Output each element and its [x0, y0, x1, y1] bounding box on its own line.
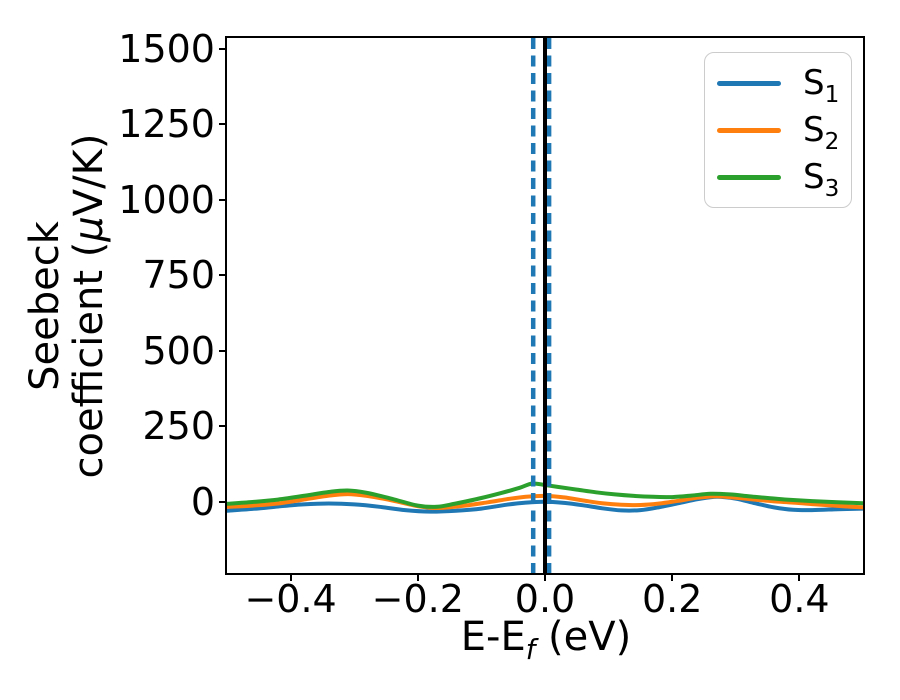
- plot-svg: [227, 38, 863, 573]
- x-axis-label-sub: f: [525, 635, 536, 666]
- y-axis-label-line2-post: V/K): [66, 133, 112, 217]
- y-tick-mark: [219, 123, 227, 126]
- y-tick-label: 0: [190, 480, 215, 524]
- legend-label-subscript: 2: [824, 128, 840, 155]
- legend-label-subscript: 3: [824, 175, 840, 202]
- legend-item-label: S1: [803, 63, 839, 106]
- x-tick-label: 0.0: [514, 577, 576, 621]
- legend-item-label: S2: [803, 110, 839, 153]
- x-tick-label: 0.2: [641, 577, 703, 621]
- legend-label-main: S: [803, 157, 825, 197]
- x-tick-label: −0.4: [244, 577, 337, 621]
- y-tick-mark: [219, 274, 227, 277]
- x-axis-label: E-Ef (eV): [460, 614, 632, 664]
- curve-s1: [227, 494, 863, 514]
- x-tick-mark: [544, 573, 546, 581]
- x-axis-label-pre: E-E: [460, 614, 526, 660]
- y-tick-label: 500: [142, 328, 215, 373]
- legend-item-s3: S3: [717, 156, 839, 200]
- y-tick-label: 1250: [118, 102, 215, 147]
- y-tick-mark: [219, 198, 227, 201]
- y-tick-label: 1000: [118, 177, 215, 222]
- x-tick-label: −0.2: [371, 577, 464, 621]
- x-tick-mark: [671, 573, 674, 581]
- y-axis-label: Seebeck coefficient (μV/K): [22, 133, 112, 479]
- y-tick-mark: [219, 349, 227, 352]
- y-axis-label-line2: coefficient (μV/K): [66, 133, 112, 479]
- legend-item-label: S3: [803, 157, 839, 200]
- y-tick-label: 750: [142, 253, 215, 298]
- x-tick-label: 0.4: [769, 577, 830, 621]
- x-tick-mark: [416, 573, 419, 581]
- x-tick-mark: [289, 573, 292, 581]
- legend-label-subscript: 1: [824, 81, 840, 108]
- mu-symbol: μ: [66, 216, 112, 242]
- legend-label-main: S: [803, 63, 825, 103]
- legend-item-s1: S1: [717, 62, 839, 106]
- y-tick-label: 1500: [118, 26, 215, 71]
- legend-line-sample: [717, 174, 781, 180]
- y-tick-mark: [219, 501, 227, 503]
- y-tick-mark: [219, 425, 227, 428]
- x-tick-mark: [798, 573, 801, 581]
- y-axis-label-line2-pre: coefficient (: [66, 241, 112, 479]
- legend: S1 S2 S3: [704, 52, 852, 208]
- curve-s2: [227, 492, 863, 511]
- legend-label-main: S: [803, 110, 825, 150]
- x-axis-label-post: (eV): [535, 614, 632, 660]
- y-axis-label-line1: Seebeck: [22, 221, 68, 391]
- legend-item-s2: S2: [717, 109, 839, 153]
- y-tick-mark: [219, 47, 227, 50]
- legend-line-sample: [717, 80, 781, 86]
- legend-line-sample: [717, 127, 781, 133]
- y-tick-label: 250: [142, 404, 215, 449]
